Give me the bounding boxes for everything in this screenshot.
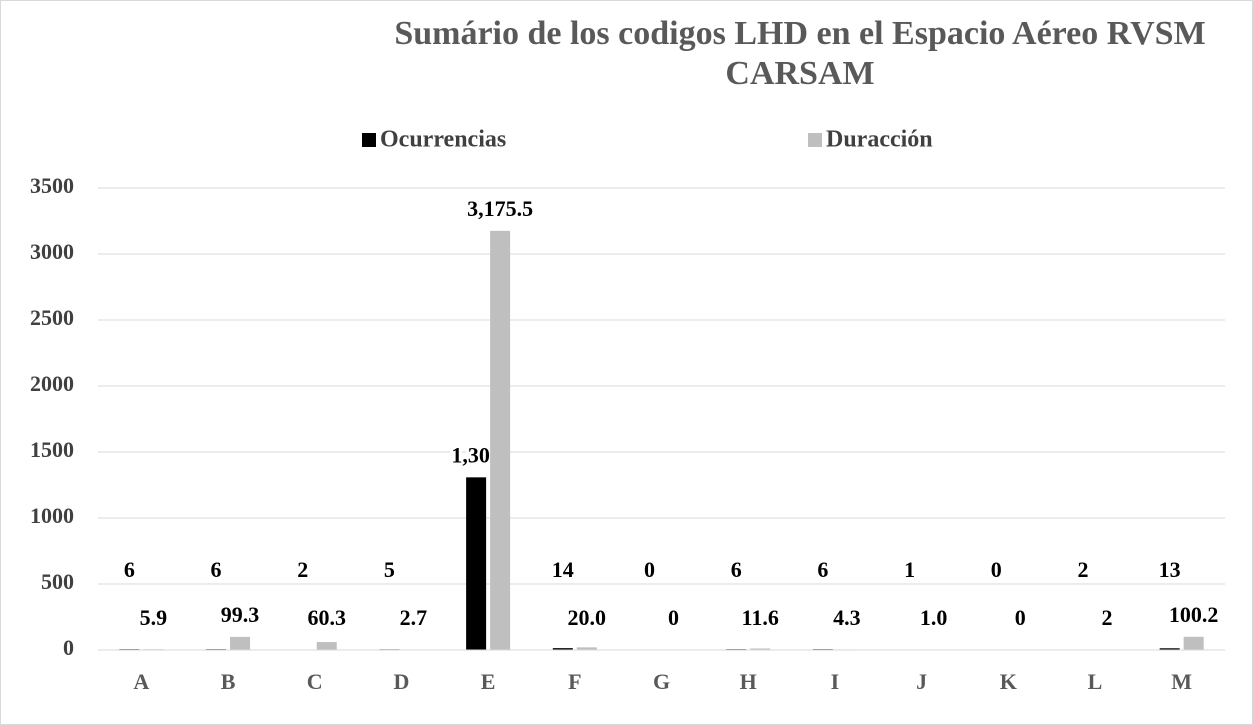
x-tick-label: M: [1171, 669, 1192, 694]
data-label: 2.7: [400, 605, 428, 630]
data-label: 99.3: [221, 602, 260, 627]
y-tick-label: 2000: [30, 371, 74, 396]
bar: [490, 230, 511, 651]
bar: [552, 648, 573, 650]
bar: [1159, 648, 1180, 650]
data-label: 0: [1015, 605, 1026, 630]
x-tick-label: K: [1000, 669, 1017, 694]
data-label: 2: [1077, 557, 1088, 582]
data-label: 14: [552, 557, 574, 582]
chart-title: Sumário de los codigos LHD en el Espacio…: [394, 15, 1206, 92]
data-label: 6: [124, 557, 135, 582]
data-label: 6: [731, 557, 742, 582]
data-label: 4.3: [833, 605, 861, 630]
data-label: 100.2: [1169, 602, 1219, 627]
data-label: 6: [817, 557, 828, 582]
data-label: 20.0: [568, 605, 607, 630]
x-tick-label: A: [133, 669, 149, 694]
x-tick-label: H: [740, 669, 757, 694]
bar: [1183, 636, 1204, 650]
bar: [316, 642, 337, 650]
y-tick-label: 3000: [30, 239, 74, 264]
bar: [230, 636, 251, 650]
data-label: 2: [1101, 605, 1112, 630]
y-tick-label: 0: [63, 635, 74, 660]
data-label: 2: [297, 557, 308, 582]
data-label: 13: [1159, 557, 1181, 582]
data-label: 0: [668, 605, 679, 630]
data-label: 5: [384, 557, 395, 582]
x-tick-label: C: [307, 669, 323, 694]
data-label: 0: [644, 557, 655, 582]
legend-swatch: [362, 133, 376, 147]
legend-label: Duracción: [826, 127, 933, 153]
data-label: 5.9: [140, 605, 168, 630]
x-tick-label: E: [481, 669, 496, 694]
data-label: 0: [991, 557, 1002, 582]
y-tick-label: 3500: [30, 173, 74, 198]
x-tick-label: J: [916, 669, 927, 694]
bar: [576, 647, 597, 650]
x-tick-label: I: [831, 669, 840, 694]
data-label: 11.6: [742, 605, 779, 630]
x-tick-label: B: [221, 669, 236, 694]
y-tick-label: 500: [41, 569, 74, 594]
x-tick-label: L: [1088, 669, 1103, 694]
data-label: 60.3: [307, 605, 346, 630]
x-tick-label: G: [653, 669, 670, 694]
y-tick-label: 1000: [30, 503, 74, 528]
data-label: 6: [211, 557, 222, 582]
legend-swatch: [808, 133, 822, 147]
bar: [750, 648, 771, 650]
bar: [466, 477, 487, 650]
legend-label: Ocurrencias: [380, 127, 506, 153]
data-label: 1: [904, 557, 915, 582]
y-tick-label: 1500: [30, 437, 74, 462]
x-tick-label: D: [393, 669, 409, 694]
y-tick-label: 2500: [30, 305, 74, 330]
data-label: 3,175.5: [467, 196, 533, 221]
x-tick-label: F: [568, 669, 581, 694]
data-label: 1.0: [920, 605, 948, 630]
